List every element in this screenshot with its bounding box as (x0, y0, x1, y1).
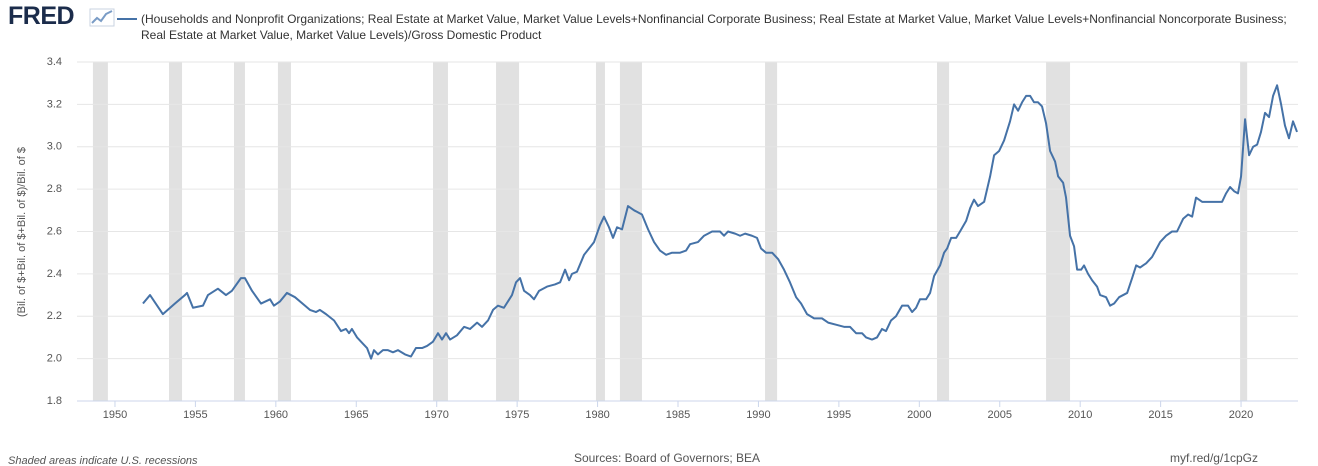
x-tick-label: 1985 (666, 409, 690, 421)
plot-area (77, 61, 1298, 402)
y-axis-label: (Bil. of $+Bil. of $+Bil. of $)/Bil. of … (16, 147, 28, 317)
recession-note: Shaded areas indicate U.S. recessions (8, 455, 198, 466)
y-tick-label: 2.0 (47, 353, 62, 365)
y-tick-label: 2.4 (47, 268, 62, 280)
y-tick-label: 2.6 (47, 225, 62, 237)
x-tick-label: 1975 (505, 409, 529, 421)
y-tick-label: 2.8 (47, 183, 62, 195)
y-tick-label: 3.2 (47, 98, 62, 110)
y-tick-label: 3.4 (47, 56, 62, 68)
legend-label: (Households and Nonprofit Organizations;… (141, 12, 1287, 42)
x-tick-label: 1995 (827, 409, 851, 421)
x-tick-label: 2005 (988, 409, 1012, 421)
x-tick-label: 1960 (264, 409, 288, 421)
logo[interactable]: FRED (8, 2, 75, 30)
short-link[interactable]: myf.red/g/1cpGz (1170, 451, 1258, 465)
x-tick-label: 1965 (344, 409, 368, 421)
x-tick-label: 2010 (1068, 409, 1092, 421)
y-tick-label: 1.8 (47, 395, 62, 407)
y-tick-label: 3.0 (47, 141, 62, 153)
y-tick-label: 2.2 (47, 310, 62, 322)
series-line (142, 84, 1298, 360)
x-tick-label: 1950 (103, 409, 127, 421)
x-tick-label: 2000 (907, 409, 931, 421)
logo-icon (89, 8, 115, 27)
logo-icon-line (91, 10, 113, 24)
x-tick-label: 2020 (1229, 409, 1253, 421)
legend-swatch (117, 18, 137, 20)
legend: (Households and Nonprofit Organizations;… (117, 11, 1307, 43)
source: Sources: Board of Governors; BEA (574, 451, 760, 465)
x-tick-label: 1970 (424, 409, 448, 421)
x-tick-label: 1980 (585, 409, 609, 421)
x-tick-label: 2015 (1148, 409, 1172, 421)
x-tick-label: 1955 (183, 409, 207, 421)
x-tick-label: 1990 (746, 409, 770, 421)
